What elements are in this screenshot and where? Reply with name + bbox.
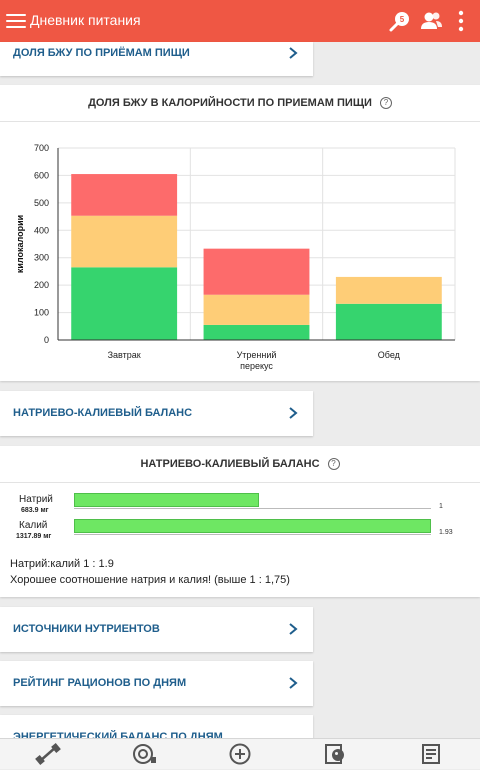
tape-measure-icon[interactable] [131, 743, 157, 765]
y-tick-label: 200 [34, 280, 49, 290]
diet-rating-label: РЕЙТИНГ РАЦИОНОВ ПО ДНЯМ [13, 677, 187, 689]
food-diary-icon[interactable] [323, 743, 349, 765]
bar-segment [71, 174, 178, 216]
x-tick-label: Завтрак [108, 350, 141, 360]
bar-segment [71, 215, 178, 268]
nutrient-sources-link[interactable]: ИСТОЧНИКИ НУТРИЕНТОВ [0, 607, 313, 652]
menu-icon[interactable] [6, 10, 26, 32]
chevron-right-icon [289, 47, 298, 59]
bju-meals-link[interactable]: ДОЛЯ БЖУ ПО ПРИЁМАМ ПИЩИ [0, 42, 313, 76]
users-icon[interactable] [419, 8, 445, 34]
report-icon[interactable] [419, 743, 445, 765]
search-notification-icon[interactable]: 5 [387, 8, 413, 34]
y-tick-label: 600 [34, 170, 49, 180]
nutrient-ratio-label: 1.93 [439, 529, 453, 536]
nutrient-amount: 683.9 мг [21, 507, 49, 514]
bar-segment [335, 276, 442, 304]
bar-segment [203, 248, 310, 295]
nutrient-bar-track [74, 508, 431, 509]
y-tick-label: 500 [34, 198, 49, 208]
na-k-panel: НАТРИЕВО-КАЛИЕВЫЙ БАЛАНС? Натрий 683.9 мг… [0, 446, 480, 597]
x-tick-label: перекус [240, 361, 273, 371]
y-tick-label: 100 [34, 308, 49, 318]
app-title: Дневник питания [30, 12, 141, 28]
bar-segment [203, 294, 310, 325]
bottom-navigation [0, 738, 480, 769]
help-icon[interactable]: ? [379, 97, 392, 110]
nutrient-name: Калий [19, 520, 48, 531]
add-icon[interactable] [227, 743, 253, 765]
y-tick-label: 0 [44, 335, 49, 345]
bju-stacked-bar-chart: 0 100 200 300 400 500 600 700 Завтрак Утреннийпер… [15, 143, 456, 371]
nutrient-amount: 1317.89 мг [16, 533, 52, 540]
chevron-right-icon [289, 623, 298, 635]
ratio-text: Натрий:калий 1 : 1.9 [10, 558, 114, 570]
y-axis-label: килокалории [15, 215, 25, 273]
na-k-balance-label: НАТРИЕВО-КАЛИЕВЫЙ БАЛАНС [13, 407, 193, 419]
more-options-icon[interactable] [451, 8, 471, 34]
nutrient-ratio-bar [74, 493, 259, 507]
x-tick-label: Утренний [237, 350, 277, 360]
diet-rating-link[interactable]: РЕЙТИНГ РАЦИОНОВ ПО ДНЯМ [0, 661, 313, 706]
y-tick-label: 400 [34, 225, 49, 235]
bar-segment [335, 303, 442, 340]
nutrient-bar-track [74, 534, 431, 535]
nutrient-sources-label: ИСТОЧНИКИ НУТРИЕНТОВ [13, 623, 160, 635]
nutrient-ratio-label: 1 [439, 503, 443, 510]
bar-segment [71, 267, 178, 340]
app-bar: Дневник питания 5 [0, 0, 480, 42]
na-k-panel-title: НАТРИЕВО-КАЛИЕВЫЙ БАЛАНС [140, 458, 320, 470]
bar-segment [203, 324, 310, 340]
nutrient-name: Натрий [19, 494, 53, 505]
chevron-right-icon [289, 677, 298, 689]
y-tick-label: 700 [34, 143, 49, 153]
help-icon[interactable]: ? [327, 458, 340, 471]
bju-chart-panel: ДОЛЯ БЖУ В КАЛОРИЙНОСТИ ПО ПРИЕМАМ ПИЩИ?… [0, 85, 480, 381]
x-tick-label: Обед [378, 350, 401, 360]
chevron-right-icon [289, 407, 298, 419]
nutrient-ratio-bar [74, 519, 431, 533]
notification-badge: 5 [400, 15, 405, 24]
bju-panel-title: ДОЛЯ БЖУ В КАЛОРИЙНОСТИ ПО ПРИЕМАМ ПИЩИ [88, 97, 372, 109]
bju-meals-label: ДОЛЯ БЖУ ПО ПРИЁМАМ ПИЩИ [13, 47, 190, 59]
dumbbell-icon[interactable] [35, 743, 61, 765]
na-k-balance-link[interactable]: НАТРИЕВО-КАЛИЕВЫЙ БАЛАНС [0, 391, 313, 436]
y-tick-label: 300 [34, 253, 49, 263]
ratio-comment: Хорошее соотношение натрия и калия! (выш… [10, 574, 290, 586]
